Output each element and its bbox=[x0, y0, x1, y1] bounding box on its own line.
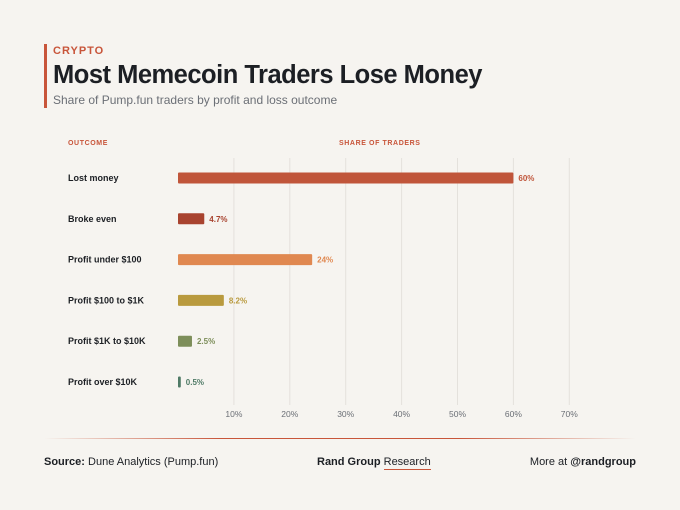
outcome-column-header: OUTCOME bbox=[68, 140, 108, 147]
x-tick-label: 10% bbox=[225, 409, 242, 419]
more-at: More at @randgroup bbox=[530, 456, 636, 468]
value-label: 0.5% bbox=[186, 378, 204, 387]
bar bbox=[178, 213, 205, 225]
category-label: Profit $100 to $1K bbox=[68, 295, 145, 305]
footer-divider bbox=[44, 438, 636, 439]
x-tick-label: 50% bbox=[449, 409, 466, 419]
share-column-header: SHARE OF TRADERS bbox=[339, 140, 421, 147]
category-label: Profit over $10K bbox=[68, 377, 138, 387]
brand: Rand Group Research bbox=[317, 456, 431, 470]
brand-research: Research bbox=[383, 456, 431, 470]
kicker: CRYPTO bbox=[53, 45, 105, 57]
source-label: Source: bbox=[44, 456, 85, 468]
category-label: Broke even bbox=[68, 214, 117, 224]
category-label: Profit $1K to $10K bbox=[68, 336, 146, 346]
value-label: 2.5% bbox=[197, 337, 215, 346]
bar bbox=[178, 294, 224, 306]
chart-header: CRYPTO Most Memecoin Traders Lose Money … bbox=[44, 44, 482, 108]
x-tick-label: 60% bbox=[505, 409, 522, 419]
x-tick-label: 30% bbox=[337, 409, 354, 419]
x-tick-label: 20% bbox=[281, 409, 298, 419]
source-note: Source: Dune Analytics (Pump.fun) bbox=[44, 456, 218, 468]
chart-subtitle: Share of Pump.fun traders by profit and … bbox=[53, 93, 338, 107]
source-text: Dune Analytics (Pump.fun) bbox=[88, 456, 219, 468]
social-handle[interactable]: @randgroup bbox=[570, 456, 636, 468]
x-tick-label: 70% bbox=[561, 409, 578, 419]
x-tick-label: 40% bbox=[393, 409, 410, 419]
category-label: Profit under $100 bbox=[68, 255, 142, 265]
value-label: 60% bbox=[518, 174, 534, 183]
bar bbox=[178, 335, 192, 347]
more-label: More at bbox=[529, 456, 568, 468]
value-label: 8.2% bbox=[229, 296, 247, 305]
chart-title: Most Memecoin Traders Lose Money bbox=[53, 61, 482, 89]
bar bbox=[178, 172, 514, 184]
bar bbox=[178, 254, 313, 266]
category-label: Lost money bbox=[68, 173, 119, 183]
bar-chart: 10% 20% 30% 40% 50% 60% 70% Lost money 60% Broke … bbox=[68, 158, 578, 419]
value-label: 24% bbox=[317, 256, 333, 265]
brand-name: Rand Group bbox=[317, 456, 381, 468]
bar bbox=[178, 376, 181, 388]
value-label: 4.7% bbox=[209, 215, 227, 224]
